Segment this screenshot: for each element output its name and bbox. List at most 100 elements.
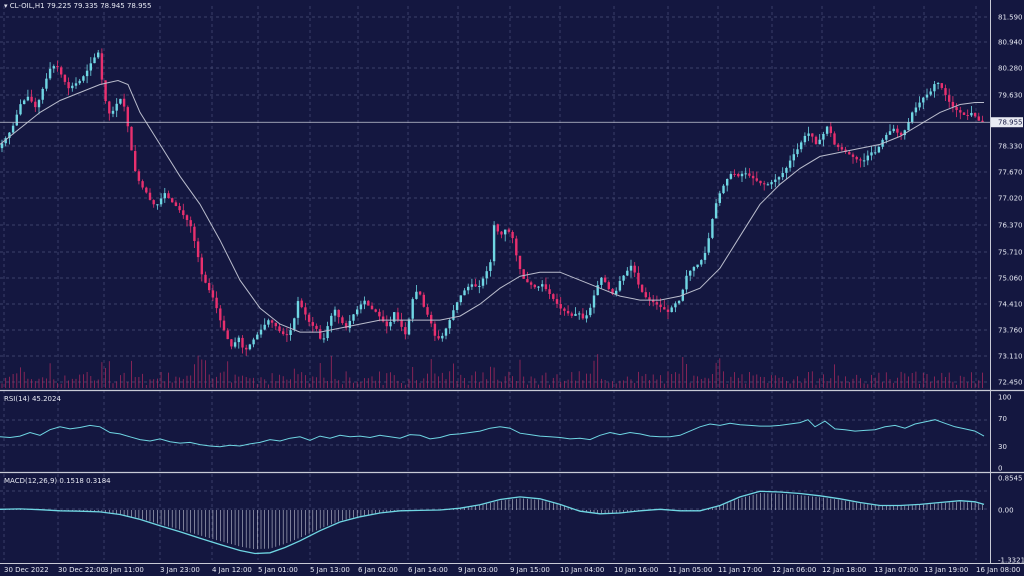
price-tick-label: 75.710 bbox=[998, 249, 1023, 257]
candle-body bbox=[30, 96, 33, 102]
candle-body bbox=[333, 309, 337, 316]
price-tick-label: 72.450 bbox=[998, 379, 1023, 387]
candle-body bbox=[648, 297, 651, 300]
time-tick-label: 30 Dec 2022 bbox=[4, 566, 49, 574]
candle-body bbox=[722, 185, 725, 194]
current-price-box bbox=[991, 117, 1023, 128]
candle-body bbox=[777, 177, 781, 180]
candle-body bbox=[522, 269, 525, 279]
candle-body bbox=[674, 303, 677, 308]
candle-body bbox=[26, 96, 30, 101]
candle-body bbox=[330, 315, 333, 326]
chevron-down-icon[interactable]: ▾ bbox=[4, 2, 8, 10]
candle-body bbox=[11, 125, 15, 133]
symbol-header[interactable]: ▾ CL-OIL,H1 79.225 79.335 78.945 78.955 bbox=[4, 2, 151, 10]
candle-body bbox=[352, 314, 355, 321]
candle-body bbox=[115, 103, 118, 111]
macd-level-label: 0.00 bbox=[998, 507, 1014, 515]
candle-body bbox=[193, 226, 196, 242]
candle-body bbox=[418, 291, 422, 295]
candle-body bbox=[374, 309, 377, 312]
candle-body bbox=[104, 80, 107, 102]
candle-body bbox=[459, 295, 462, 303]
candle-body bbox=[363, 300, 366, 305]
candle-body bbox=[518, 255, 522, 269]
candle-body bbox=[41, 88, 44, 100]
candle-body bbox=[163, 193, 166, 199]
candle-body bbox=[973, 112, 977, 117]
candle-body bbox=[48, 68, 52, 79]
candle-body bbox=[874, 152, 877, 154]
price-candles bbox=[0, 48, 984, 356]
candle-body bbox=[770, 182, 773, 185]
candle-body bbox=[685, 275, 688, 290]
candle-body bbox=[45, 78, 48, 89]
macd-label: MACD(12,26,9) 0.1518 0.3184 bbox=[4, 477, 111, 485]
candle-body bbox=[93, 57, 96, 64]
time-axis-labels: 30 Dec 2022 30 Dec 22:003 Jan 11:00 3 Jan … bbox=[4, 566, 1020, 574]
candle-body bbox=[951, 101, 955, 107]
candle-body bbox=[755, 178, 758, 181]
candle-body bbox=[430, 314, 433, 324]
candle-body bbox=[544, 284, 548, 290]
candle-body bbox=[444, 328, 448, 336]
candle-body bbox=[211, 290, 215, 298]
candle-body bbox=[152, 200, 155, 205]
candle-body bbox=[929, 91, 932, 95]
candle-body bbox=[885, 134, 888, 140]
candle-body bbox=[822, 134, 825, 140]
candle-body bbox=[566, 310, 570, 314]
candle-body bbox=[182, 210, 185, 216]
candle-body bbox=[452, 310, 455, 320]
candle-body bbox=[981, 120, 984, 123]
candle-body bbox=[796, 149, 799, 155]
candle-body bbox=[818, 139, 821, 145]
candle-body bbox=[744, 173, 747, 175]
candle-body bbox=[378, 311, 381, 317]
candle-body bbox=[407, 319, 411, 335]
candle-body bbox=[296, 301, 300, 318]
candle-body bbox=[581, 313, 585, 319]
volume-bars bbox=[1, 354, 983, 388]
candle-body bbox=[52, 66, 55, 69]
candle-body bbox=[233, 342, 237, 347]
candle-body bbox=[245, 347, 248, 350]
candle-body bbox=[23, 100, 26, 105]
candle-body bbox=[159, 198, 163, 205]
candle-body bbox=[56, 66, 59, 68]
candle-body bbox=[67, 82, 70, 89]
candle-body bbox=[137, 171, 141, 181]
candle-body bbox=[659, 304, 662, 308]
current-price-label: 78.955 bbox=[998, 119, 1023, 127]
candle-body bbox=[237, 337, 240, 343]
candle-body bbox=[785, 167, 788, 173]
candle-body bbox=[478, 285, 481, 287]
candle-body bbox=[718, 193, 721, 203]
candle-body bbox=[840, 147, 844, 150]
candle-body bbox=[541, 284, 544, 287]
candle-body bbox=[126, 107, 129, 127]
candle-body bbox=[703, 253, 707, 260]
candle-body bbox=[563, 308, 566, 311]
candle-body bbox=[711, 219, 714, 238]
candle-body bbox=[729, 174, 733, 179]
candle-body bbox=[455, 302, 459, 310]
candle-body bbox=[437, 336, 440, 339]
candle-body bbox=[570, 313, 573, 316]
candle-body bbox=[322, 338, 326, 340]
price-tick-label: 80.940 bbox=[998, 39, 1023, 47]
candle-body bbox=[315, 325, 318, 329]
candle-body bbox=[500, 231, 503, 235]
time-tick-label: 5 Jan 01:00 bbox=[258, 566, 298, 574]
candle-body bbox=[859, 159, 862, 161]
candle-body bbox=[356, 309, 359, 315]
time-tick-label: 5 Jan 13:00 bbox=[310, 566, 350, 574]
candle-body bbox=[319, 329, 322, 339]
time-tick-label: 9 Jan 15:00 bbox=[510, 566, 550, 574]
candle-body bbox=[89, 63, 92, 71]
ohlc-values: 79.225 79.335 78.945 78.955 bbox=[46, 2, 152, 10]
candle-body bbox=[655, 302, 659, 305]
candle-body bbox=[311, 322, 314, 326]
candle-body bbox=[415, 291, 418, 299]
candle-body bbox=[463, 290, 466, 296]
